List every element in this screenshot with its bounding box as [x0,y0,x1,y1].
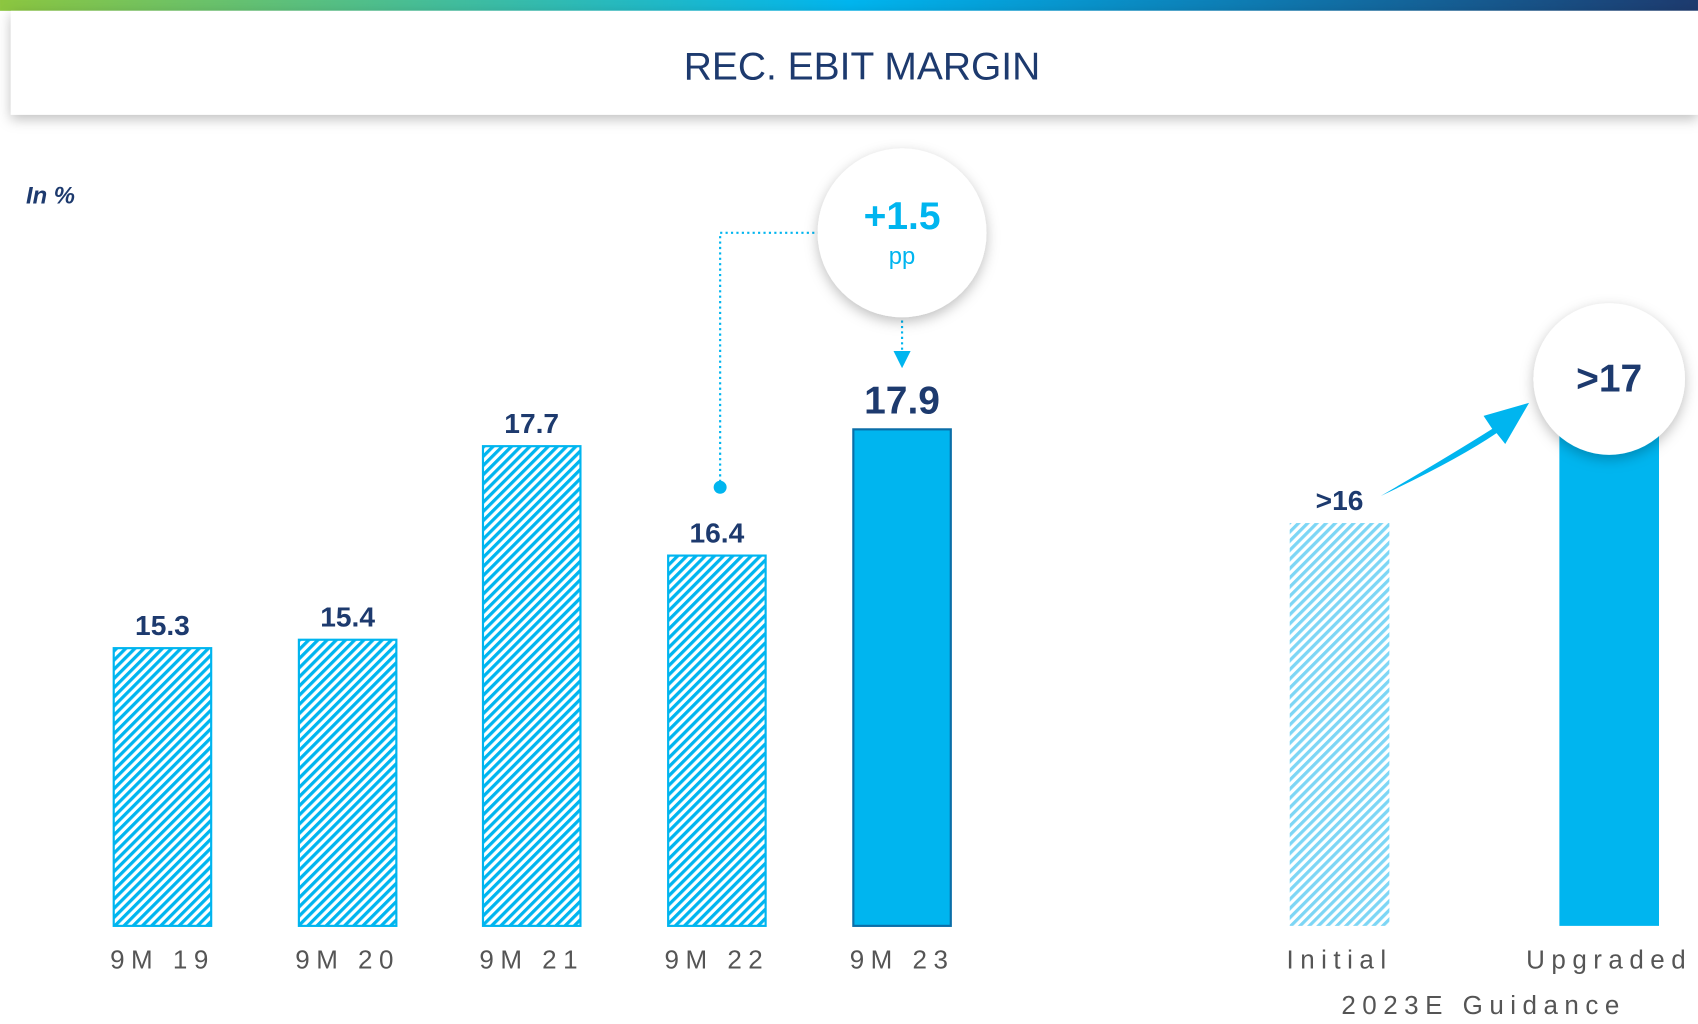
title: REC. EBIT MARGIN [684,46,1041,89]
value-label: 17.7 [504,408,559,439]
x-tick-label: 9M 20 [295,944,400,974]
value-label: >17 [1576,357,1642,400]
x-tick-label: 9M 21 [479,944,584,974]
value-bubble [1533,303,1685,455]
top-stripe [0,0,1698,11]
bar [481,445,582,927]
group-label: 2023E Guidance [1341,990,1625,1019]
x-tick-label: Upgraded [1526,944,1692,974]
value-label: 15.4 [320,602,375,633]
value-label: 16.4 [689,517,744,548]
upgrade-arrow [1380,402,1530,496]
x-tick-label: 9M 23 [850,944,955,974]
annotation-unit: pp [889,243,916,270]
bar [1289,523,1390,926]
bar [1559,422,1660,926]
value-label: 15.3 [135,610,190,641]
connector-dot [713,480,727,494]
bar [297,638,398,927]
annotation-bubble [817,148,987,318]
bar [852,428,952,927]
bar [667,554,767,927]
value-label: >16 [1316,485,1364,516]
bar [112,647,213,927]
header [10,10,1698,115]
x-tick-label: 9M 19 [110,944,215,974]
x-tick-label: Initial [1286,944,1392,974]
value-label: 17.9 [864,380,940,423]
unit-label: In % [26,182,75,209]
connector [719,231,821,488]
annotation: +1.5 [864,195,941,238]
x-tick-label: 9M 22 [665,944,770,974]
